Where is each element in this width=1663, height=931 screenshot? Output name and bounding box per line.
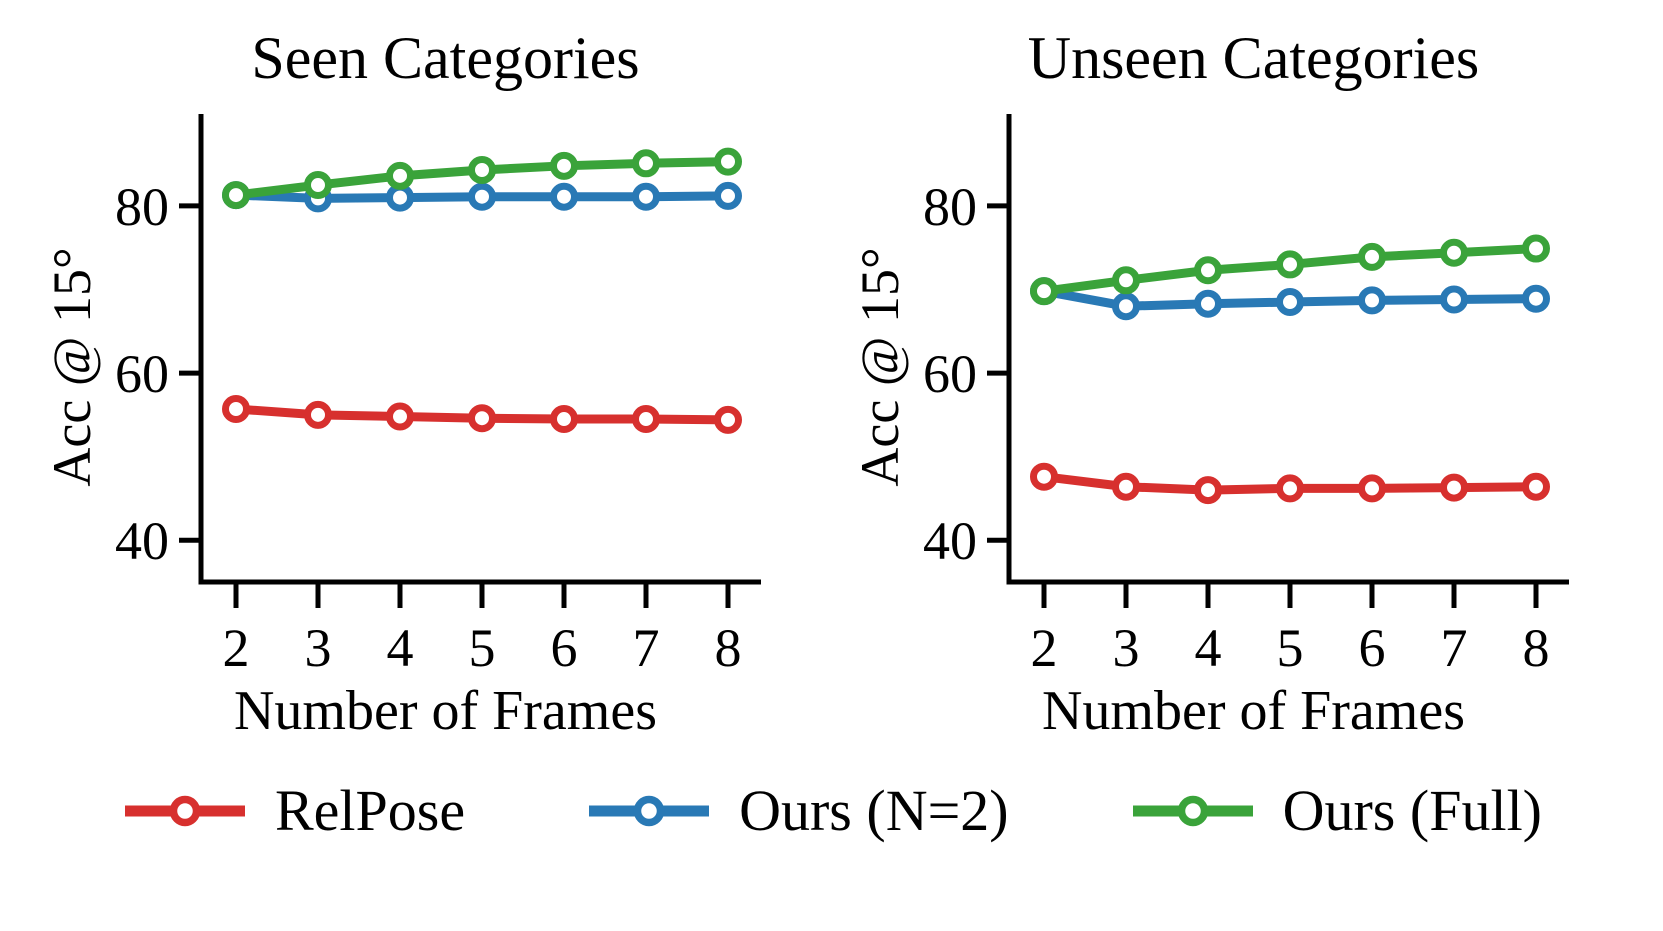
charts-row: Seen Categories Acc @ 15° 40 60 80 2 3 4 5 6 7 8 …	[28, 14, 1636, 743]
x-axis-tick-label: 8	[714, 618, 741, 677]
legend-line-marker-icon	[1132, 795, 1253, 826]
legend-label-ours-n2: Ours (N=2)	[739, 778, 1009, 843]
y-axis-label-unseen: Acc @ 15°	[849, 246, 910, 487]
figure-legend: RelPose Ours (N=2) Ours (Full)	[0, 777, 1663, 844]
chart-title-unseen: Unseen Categories	[1027, 25, 1480, 91]
data-point-marker	[549, 405, 578, 434]
data-point-marker	[549, 151, 578, 180]
chart-seen-categories: Seen Categories Acc @ 15° 40 60 80 2 3 4 5 6 7 8 …	[28, 14, 828, 743]
plot-svg-seen: 40 60 80 2 3 4 5 6 7 8	[116, 114, 761, 677]
plot-svg-unseen: 40 60 80 2 3 4 5 6 7 8	[924, 114, 1569, 677]
legend-item-ours-n2: Ours (N=2)	[585, 777, 1009, 844]
data-point-marker	[385, 161, 414, 190]
data-point-marker	[467, 182, 496, 211]
legend-line-marker-icon	[124, 795, 245, 826]
legend-marker	[1177, 795, 1208, 826]
chart-body-seen: Acc @ 15° 40 60 80 2 3 4 5 6 7 8	[28, 102, 828, 677]
data-point-marker	[1111, 292, 1140, 321]
x-axis-tick-label: 6	[550, 618, 577, 677]
data-point-marker	[1357, 474, 1386, 503]
legend-item-ours-full: Ours (Full)	[1129, 777, 1542, 844]
y-axis-tick-label: 60	[116, 344, 169, 404]
x-axis-label-unseen: Number of Frames	[1041, 680, 1465, 742]
data-point-marker	[631, 149, 660, 178]
chart-unseen-categories: Unseen Categories Acc @ 15° 40 60 80 2 3 4 5 6 7…	[836, 14, 1636, 743]
data-point-marker	[1193, 476, 1222, 505]
y-axis-tick-label: 80	[116, 177, 169, 237]
x-axis-tick-label: 2	[222, 618, 249, 677]
data-point-marker	[1357, 286, 1386, 315]
data-point-marker	[467, 155, 496, 184]
x-axis-tick-label: 4	[386, 618, 413, 677]
legend-marker	[169, 795, 201, 826]
data-point-marker	[1521, 472, 1550, 501]
x-axis-tick-label: 7	[1440, 618, 1467, 677]
x-axis-tick-label: 6	[1358, 618, 1385, 677]
data-point-marker	[1111, 472, 1140, 501]
data-point-marker	[1439, 238, 1468, 267]
data-point-marker	[221, 181, 250, 210]
data-point-marker	[385, 183, 414, 212]
data-point-marker	[1275, 288, 1304, 317]
series-ours-full-	[221, 147, 742, 210]
data-point-marker	[1275, 474, 1304, 503]
x-axis-tick-label: 2	[1030, 618, 1057, 677]
series-ours-n-2-	[1029, 277, 1550, 321]
legend-label-ours-full: Ours (Full)	[1282, 778, 1542, 843]
y-axis-label-seen: Acc @ 15°	[41, 246, 102, 487]
data-point-marker	[1439, 285, 1468, 314]
data-point-marker	[1029, 462, 1058, 491]
data-point-marker	[1193, 289, 1222, 318]
data-point-marker	[549, 182, 578, 211]
data-point-marker	[467, 404, 496, 433]
chart-title-seen: Seen Categories	[251, 25, 640, 91]
y-axis-tick-label: 40	[924, 511, 977, 571]
data-point-marker	[1111, 266, 1140, 295]
y-axis-tick-label: 60	[924, 344, 977, 404]
x-axis-tick-label: 8	[1522, 618, 1549, 677]
data-point-marker	[1193, 256, 1222, 285]
data-point-marker	[1521, 234, 1550, 263]
y-axis-tick-label: 80	[924, 177, 977, 237]
x-axis-label-seen: Number of Frames	[233, 680, 657, 742]
x-axis-tick-label: 3	[304, 618, 331, 677]
data-point-marker	[713, 405, 742, 434]
legend-marker	[633, 795, 665, 826]
data-point-marker	[631, 182, 660, 211]
x-axis-tick-label: 3	[1112, 618, 1139, 677]
chart-body-unseen: Acc @ 15° 40 60 80 2 3 4 5 6 7 8	[836, 102, 1636, 677]
data-point-marker	[1275, 250, 1304, 279]
data-point-marker	[1029, 277, 1058, 306]
data-point-marker	[385, 402, 414, 431]
data-point-marker	[713, 181, 742, 210]
x-axis-tick-label: 7	[632, 618, 659, 677]
data-point-marker	[713, 147, 742, 176]
data-point-marker	[221, 395, 250, 424]
y-axis-label-column-unseen: Acc @ 15°	[836, 102, 924, 677]
series-relpose	[221, 395, 742, 434]
data-point-marker	[1521, 284, 1550, 313]
legend-item-relpose: RelPose	[121, 777, 465, 844]
legend-line-marker-icon	[589, 795, 710, 826]
y-axis-label-column-seen: Acc @ 15°	[28, 102, 116, 677]
data-point-marker	[303, 400, 332, 429]
data-point-marker	[303, 171, 332, 200]
data-point-marker	[1357, 242, 1386, 271]
x-axis-tick-label: 5	[1276, 618, 1303, 677]
x-axis-tick-label: 4	[1194, 618, 1221, 677]
y-axis-tick-label: 40	[116, 511, 169, 571]
x-axis-tick-label: 5	[468, 618, 495, 677]
series-relpose	[1029, 462, 1550, 505]
data-point-marker	[1439, 473, 1468, 502]
legend-label-relpose: RelPose	[274, 778, 466, 843]
data-point-marker	[631, 405, 660, 434]
series-ours-full-	[1029, 234, 1550, 306]
